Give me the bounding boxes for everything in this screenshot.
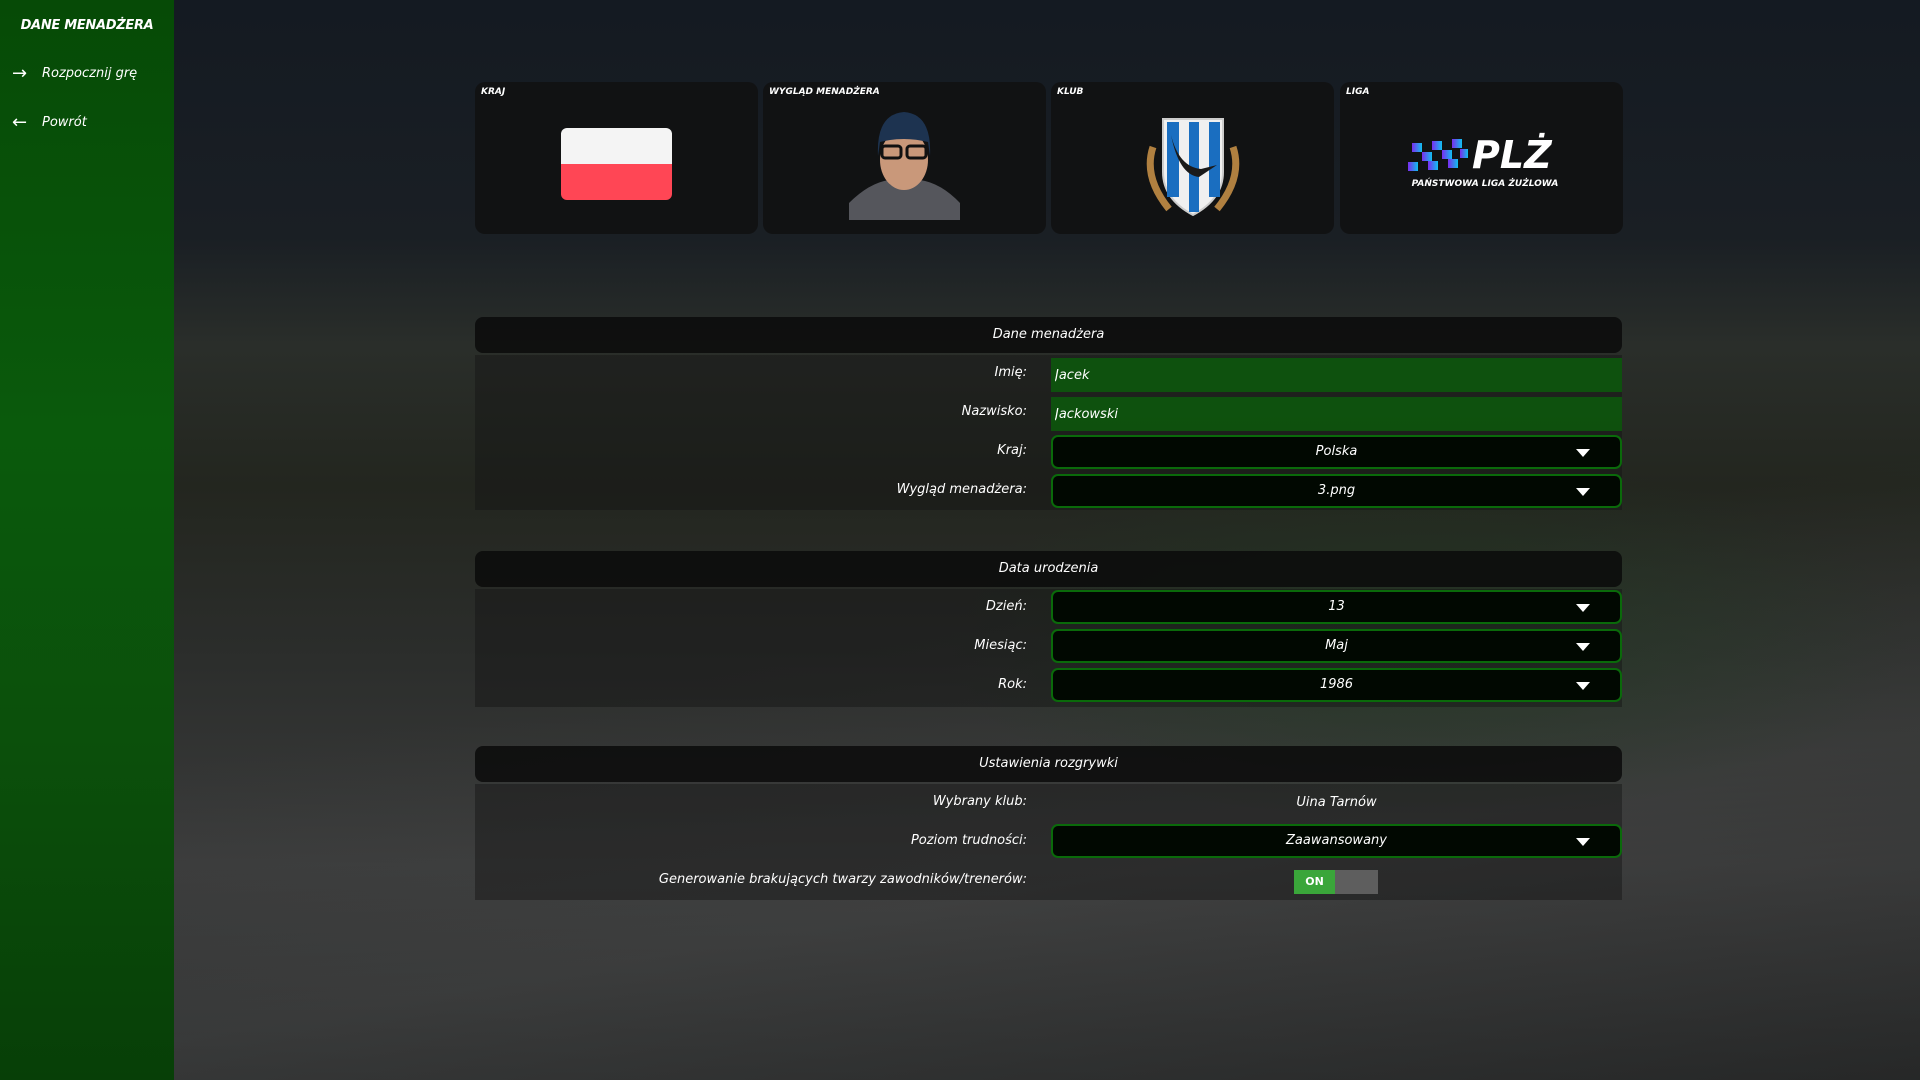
- country-dropdown[interactable]: Polska: [1051, 435, 1622, 469]
- card-label: WYGLĄD MENADŻERA: [769, 87, 880, 97]
- month-label: Miesiąc:: [974, 638, 1027, 653]
- card-label: KLUB: [1057, 87, 1084, 97]
- manager-portrait: [849, 112, 960, 220]
- section-settings-header: Ustawienia rozgrywki: [475, 746, 1622, 782]
- last-name-label: Nazwisko:: [961, 404, 1027, 419]
- year-label: Rok:: [998, 677, 1027, 692]
- sidebar-title: DANE MENADŻERA: [20, 18, 154, 33]
- appearance-dropdown[interactable]: 3.png: [1051, 474, 1622, 508]
- section-manager-header: Dane menadżera: [475, 317, 1622, 353]
- section-birth-header: Data urodzenia: [475, 551, 1622, 587]
- difficulty-label: Poziom trudności:: [910, 833, 1027, 848]
- chevron-down-icon: [1576, 604, 1590, 612]
- league-logo: PLŻ PAŃSTWOWA LIGA ŻUŻLOWA: [1400, 133, 1570, 192]
- selected-club-value: Uina Tarnów: [1296, 795, 1377, 810]
- card-label: LIGA: [1346, 87, 1370, 97]
- month-dropdown[interactable]: Maj: [1051, 629, 1622, 663]
- day-dropdown[interactable]: 13: [1051, 590, 1622, 624]
- stadium-background: [174, 0, 1920, 1080]
- chevron-down-icon: [1576, 682, 1590, 690]
- day-label: Dzień:: [985, 599, 1027, 614]
- chevron-down-icon: [1576, 643, 1590, 651]
- arrow-left-icon: ←: [12, 112, 28, 133]
- faces-label: Generowanie brakujących twarzy zawodnikó…: [658, 872, 1027, 887]
- country-card: KRAJ: [475, 82, 758, 234]
- difficulty-dropdown[interactable]: Zaawansowany: [1051, 824, 1622, 858]
- chevron-down-icon: [1576, 488, 1590, 496]
- sidebar-item-back[interactable]: ← Powrót: [12, 112, 87, 133]
- checkered-flag-icon: [1408, 139, 1468, 171]
- first-name-label: Imię:: [994, 365, 1028, 380]
- poland-flag-icon: [561, 128, 672, 200]
- chevron-down-icon: [1576, 449, 1590, 457]
- club-crest-icon: [1146, 118, 1240, 217]
- club-label: Wybrany klub:: [932, 794, 1027, 809]
- first-name-input[interactable]: [1051, 358, 1622, 392]
- chevron-down-icon: [1576, 838, 1590, 846]
- arrow-right-icon: →: [12, 63, 28, 84]
- sidebar-item-label: Rozpocznij grę: [42, 66, 138, 81]
- sidebar-item-start-game[interactable]: → Rozpocznij grę: [12, 63, 137, 84]
- club-card: KLUB: [1051, 82, 1334, 234]
- league-card: LIGA PLŻ PAŃSTWOWA LIGA ŻUŻLOWA: [1340, 82, 1623, 234]
- country-label: Kraj:: [997, 443, 1027, 458]
- year-dropdown[interactable]: 1986: [1051, 668, 1622, 702]
- sidebar-item-label: Powrót: [42, 115, 87, 130]
- sidebar: DANE MENADŻERA → Rozpocznij grę ← Powrót: [0, 0, 174, 1080]
- faces-toggle[interactable]: ON: [1294, 870, 1378, 894]
- last-name-input[interactable]: [1051, 397, 1622, 431]
- appearance-card: WYGLĄD MENADŻERA: [763, 82, 1046, 234]
- card-label: KRAJ: [481, 87, 506, 97]
- appearance-label: Wygląd menadżera:: [896, 482, 1027, 497]
